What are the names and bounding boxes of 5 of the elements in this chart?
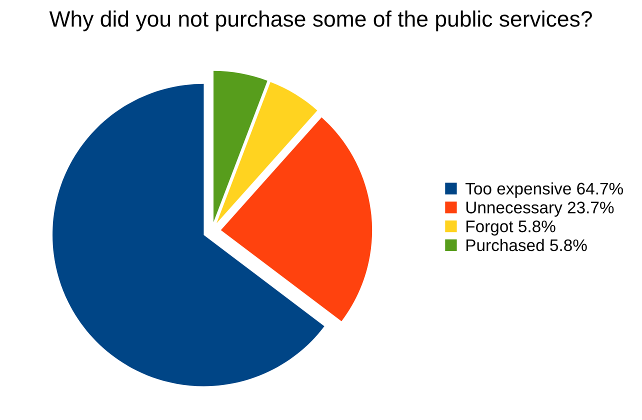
chart-title: Why did you not purchase some of the public services? [49, 10, 592, 32]
legend-label: Purchased 5.8% [466, 238, 587, 252]
legend-label: Unnecessary 23.7% [466, 202, 614, 217]
legend-label: Forgot 5.8% [466, 220, 556, 236]
legend-label: Too expensive 64.7% [466, 182, 623, 198]
